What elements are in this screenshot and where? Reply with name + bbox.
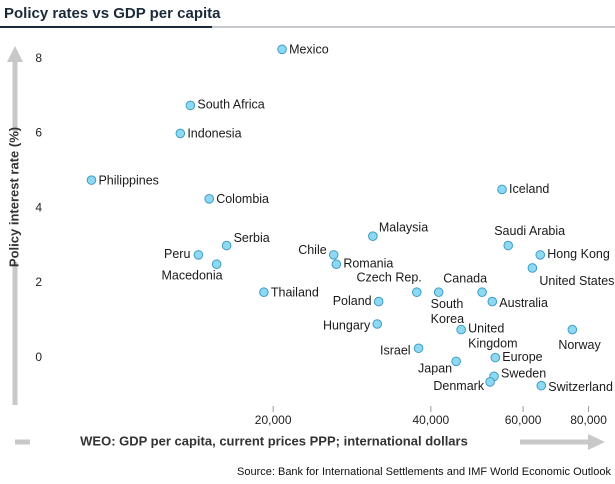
point-label: Romania: [343, 257, 393, 271]
point-label: Serbia: [234, 231, 270, 245]
point: [451, 356, 461, 367]
point: [567, 324, 578, 335]
chart-title: Policy rates vs GDP per capita: [4, 5, 221, 22]
x-tick-label: 20,000: [255, 413, 292, 427]
point: [536, 380, 547, 391]
point-label: Saudi Arabia: [494, 224, 565, 238]
point-label: Canada: [443, 272, 487, 286]
point-label: South Korea: [431, 298, 464, 327]
point: [277, 44, 287, 55]
point-label: Japan: [418, 362, 452, 376]
point-label: Chile: [298, 243, 327, 257]
point-label: United States: [539, 274, 614, 288]
point-label: Hungary: [323, 318, 371, 332]
point-label: Iceland: [509, 182, 549, 196]
y-arrow-head: [7, 46, 23, 62]
point: [328, 250, 339, 260]
point: [433, 287, 444, 298]
point-label: Australia: [499, 296, 548, 310]
point-label: Thailand: [271, 286, 319, 300]
point: [487, 296, 498, 307]
point-label: South Africa: [197, 98, 264, 112]
point-label: Denmark: [433, 379, 484, 393]
point: [368, 231, 378, 241]
point: [211, 259, 222, 270]
point: [175, 128, 186, 139]
point: [456, 324, 466, 335]
point-label: Colombia: [216, 192, 269, 206]
point-label: Sweden: [501, 367, 546, 381]
point-label: Macedonia: [161, 269, 222, 283]
y-label-bg: [6, 132, 24, 262]
point: [221, 240, 232, 251]
x-label-bg: [30, 432, 520, 452]
point-label: Switzerland: [548, 380, 613, 394]
y-tick-label: 8: [35, 51, 42, 65]
point: [204, 194, 215, 204]
x-tick-label: 40,000: [412, 413, 449, 427]
y-axis-label: Policy interest rate (%): [6, 127, 21, 267]
point-label: Norway: [558, 338, 601, 352]
point-label: United Kingdom: [468, 322, 517, 351]
x-tick-label: 80,000: [570, 413, 607, 427]
y-tick-label: 6: [35, 126, 42, 140]
point-label: Peru: [164, 247, 190, 261]
x-tick-label: 60,000: [505, 413, 542, 427]
point-label: Czech Rep.: [356, 271, 421, 285]
point: [185, 100, 196, 111]
point-label: Poland: [333, 294, 372, 308]
point: [477, 287, 487, 298]
point: [490, 352, 501, 363]
y-tick-label: 2: [35, 275, 42, 289]
point-label: Mexico: [289, 43, 329, 57]
source: Source: Bank for International Settlemen…: [237, 466, 611, 478]
point-label: Europe: [502, 350, 542, 364]
point: [485, 377, 495, 387]
point-label: Indonesia: [187, 127, 241, 141]
point-label: Philippines: [98, 173, 158, 187]
y-tick-label: 0: [35, 350, 42, 364]
point: [527, 263, 538, 273]
point: [372, 319, 383, 329]
point: [413, 343, 424, 354]
point: [331, 259, 342, 270]
point: [411, 287, 422, 298]
x-arrow-head: [588, 434, 605, 450]
point-label: Malaysia: [379, 220, 428, 234]
point: [503, 240, 514, 251]
point-label: Israel: [380, 344, 411, 358]
point: [86, 175, 97, 185]
point: [497, 184, 507, 195]
point: [535, 250, 546, 260]
y-tick-label: 4: [35, 200, 42, 214]
point: [373, 296, 384, 307]
point-label: Hong Kong: [547, 247, 610, 261]
x-axis-label: WEO: GDP per capita, current prices PPP;…: [80, 433, 468, 448]
point: [193, 250, 204, 260]
point: [259, 287, 269, 298]
